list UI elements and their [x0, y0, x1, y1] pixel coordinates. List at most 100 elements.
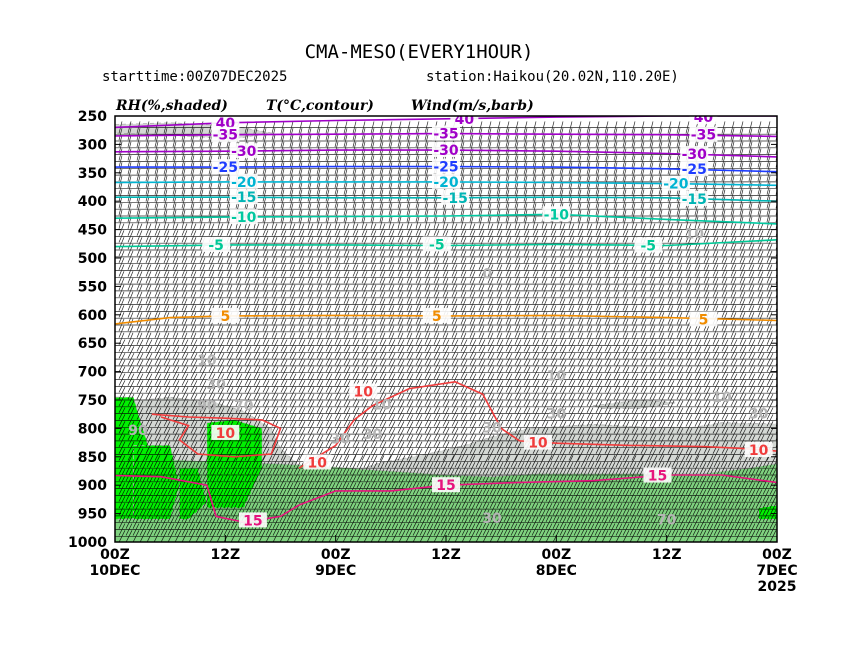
temp-label: -30 [682, 147, 708, 163]
x-tick-label: 12Z [652, 547, 682, 563]
temp-label: 40 [694, 110, 714, 126]
temp-label-bg [634, 237, 663, 253]
temp-label-bg [432, 142, 460, 158]
temp-label-bg [211, 126, 240, 142]
rh-label: 10 [712, 390, 732, 406]
chart-title: CMA-MESO(EVERY1HOUR) [305, 41, 534, 63]
temp-label: -10 [231, 210, 257, 226]
rh-label: 70 [234, 399, 254, 415]
temp-contour--10 [115, 213, 777, 225]
y-tick-label: 650 [78, 336, 107, 352]
rh-label: 30 [749, 407, 769, 423]
temp-label: -25 [433, 160, 458, 176]
y-tick-label: 700 [78, 365, 107, 381]
temp-label: -20 [663, 177, 689, 193]
y-tick-label: 300 [78, 137, 107, 153]
temp-label: -5 [640, 239, 656, 255]
rh-label: 30 [331, 432, 351, 448]
temp-label-bg [680, 160, 709, 176]
temp-label: -35 [691, 128, 716, 144]
rh-label: 30 [206, 377, 226, 393]
y-tick-label: 450 [78, 223, 107, 239]
temp-label: -15 [682, 192, 707, 208]
x-tick-label: 00Z [100, 547, 130, 563]
x-tick-label: 00Z [542, 547, 572, 563]
temp-label: -5 [429, 237, 445, 253]
temp-label-bg [689, 116, 718, 125]
temp-label-bg [211, 159, 240, 175]
rh-label: 90 [197, 399, 217, 415]
wind-header: Wind(m/s,barb) [411, 98, 534, 114]
temp-label: -15 [443, 191, 468, 207]
rh-header: RH(%,shaded) [115, 98, 228, 114]
y-tick-label: 250 [78, 109, 107, 125]
rh-label: 10 [372, 398, 392, 414]
temp-contour-15 [115, 474, 777, 523]
temp-label-bg [211, 307, 240, 323]
rh-label: 10 [547, 369, 567, 385]
rh-label: 90 [128, 423, 148, 439]
temp-label-bg [238, 512, 267, 528]
start-time: starttime:00Z07DEC2025 [102, 69, 287, 85]
temp-label: -25 [213, 160, 238, 176]
rh-label: 30 [547, 407, 567, 423]
x-tick-label: 00Z [321, 547, 351, 563]
temp-label-bg [542, 206, 571, 222]
rh-label: 70 [657, 512, 677, 528]
temp-label: -30 [231, 144, 257, 160]
temp-contour-10 [298, 380, 777, 469]
rh-label: 30 [482, 511, 502, 527]
temp-label: -15 [231, 190, 256, 206]
temp-label-bg [211, 116, 240, 130]
plot-area: 40 40 40-35 -35 -35-30 -30 -30-25 -25 -25-20 -20-… [115, 110, 777, 542]
rh-label: 30 [363, 427, 383, 443]
temp-label-bg [680, 190, 709, 206]
x-tick-date: 7DEC [756, 563, 797, 579]
temp-label: 10 [749, 443, 769, 459]
temp-label: -20 [231, 175, 257, 191]
y-tick-label: 800 [78, 421, 107, 437]
temp-label: -5 [208, 238, 224, 254]
temp-label-bg [523, 434, 552, 450]
temp-label: 15 [243, 513, 262, 529]
y-tick-label: 600 [78, 308, 107, 324]
temp-label-bg [432, 125, 460, 141]
temp-label: -25 [682, 162, 707, 178]
y-tick-label: 900 [78, 478, 107, 494]
temp-label: 5 [699, 312, 709, 328]
y-tick-label: 750 [78, 393, 107, 409]
temp-label-bg [432, 477, 460, 493]
temp-label-bg [661, 175, 690, 191]
temp-label: -35 [433, 127, 458, 143]
y-tick-label: 550 [78, 279, 107, 295]
x-tick-year: 2025 [758, 579, 797, 595]
temp-label-bg [303, 454, 332, 470]
y-tick-label: 950 [78, 507, 107, 523]
temp-label-bg [432, 173, 460, 189]
y-tick-label: 850 [78, 450, 107, 466]
temp-label: 40 [455, 112, 475, 128]
contour-labels: 40 40 40-35 -35 -35-30 -30 -30-25 -25 -25-20 -20-… [128, 110, 773, 529]
temp-label-bg [229, 173, 258, 189]
temp-label: -10 [544, 207, 570, 223]
temp-label-bg [229, 143, 258, 159]
temp-label-bg [422, 236, 451, 252]
rh-label: 10 [197, 353, 217, 369]
x-tick-date: 9DEC [315, 563, 356, 579]
temp-contour-10 [151, 413, 282, 458]
temp-label: 15 [648, 469, 667, 485]
temp-label-bg [202, 236, 231, 252]
temp-label-bg [744, 441, 773, 457]
temp-label-bg [689, 126, 718, 142]
temp-label-bg [450, 116, 479, 126]
temp-label: 10 [528, 436, 548, 452]
temp-label-bg [349, 383, 378, 399]
rh-label: 0 [483, 266, 493, 282]
temp-label: 5 [432, 309, 442, 325]
temp-label-bg [689, 311, 718, 327]
temp-label-bg [229, 209, 258, 225]
temp-label-bg [643, 467, 672, 483]
temp-label: -30 [433, 143, 459, 159]
